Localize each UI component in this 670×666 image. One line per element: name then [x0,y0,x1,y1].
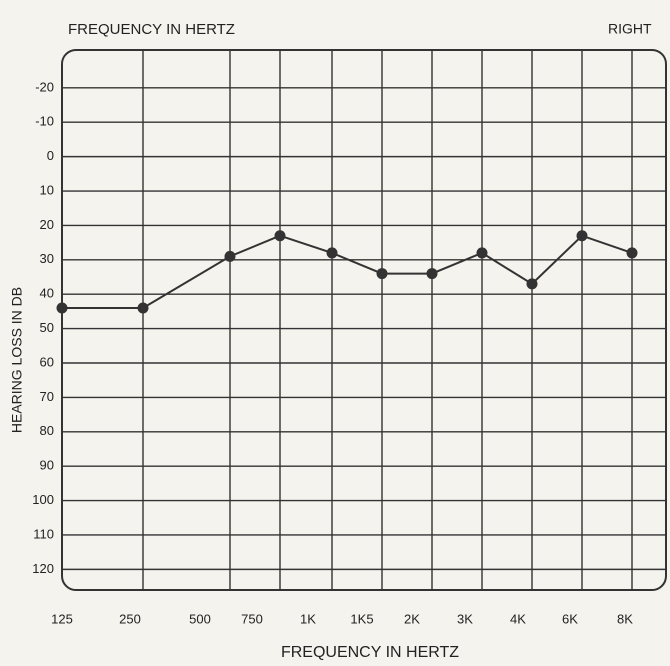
x-tick-label: 750 [241,611,263,626]
x-tick-label: 125 [51,611,73,626]
y-tick-label: 30 [40,251,54,266]
y-tick-label: 0 [47,148,54,163]
data-point [224,250,236,262]
x-axis-label: FREQUENCY IN HERTZ [281,644,459,661]
y-tick-label: 110 [33,526,54,541]
data-point [576,230,588,242]
x-tick-label: 1K [300,611,316,626]
data-point [274,230,286,242]
x-tick-label: 3K [457,611,473,626]
chart-title: FREQUENCY IN HERTZ [68,21,235,38]
plot-frame [61,49,667,591]
y-tick-label: 40 [40,286,54,301]
y-tick-label: 90 [40,458,54,473]
y-tick-label: -10 [35,114,54,129]
data-point [476,247,488,259]
y-tick-label: 80 [40,423,54,438]
data-point [626,247,638,259]
data-point [56,302,68,314]
data-point [326,247,338,259]
y-tick-label: 10 [40,182,54,197]
side-label: RIGHT [608,21,652,37]
y-tick-label: 20 [40,217,54,232]
data-point [426,268,438,280]
y-tick-label: 120 [32,561,54,576]
x-tick-label: 250 [119,611,141,626]
y-tick-label: 60 [40,354,54,369]
x-tick-label: 6K [562,611,578,626]
y-tick-label: 50 [40,320,54,335]
y-axis-label: HEARING LOSS IN DB [9,287,25,433]
data-point [137,302,149,314]
y-tick-label: 70 [40,389,54,404]
x-tick-label: 8K [617,611,633,626]
y-tick-label: -20 [35,79,54,94]
series-line [62,234,633,309]
x-tick-label: 4K [510,611,526,626]
x-tick-label: 1K5 [350,611,373,626]
data-point [376,268,388,280]
data-point [526,278,538,290]
y-tick-label: 100 [32,492,54,507]
x-tick-label: 2K [404,611,420,626]
x-tick-label: 500 [189,611,211,626]
